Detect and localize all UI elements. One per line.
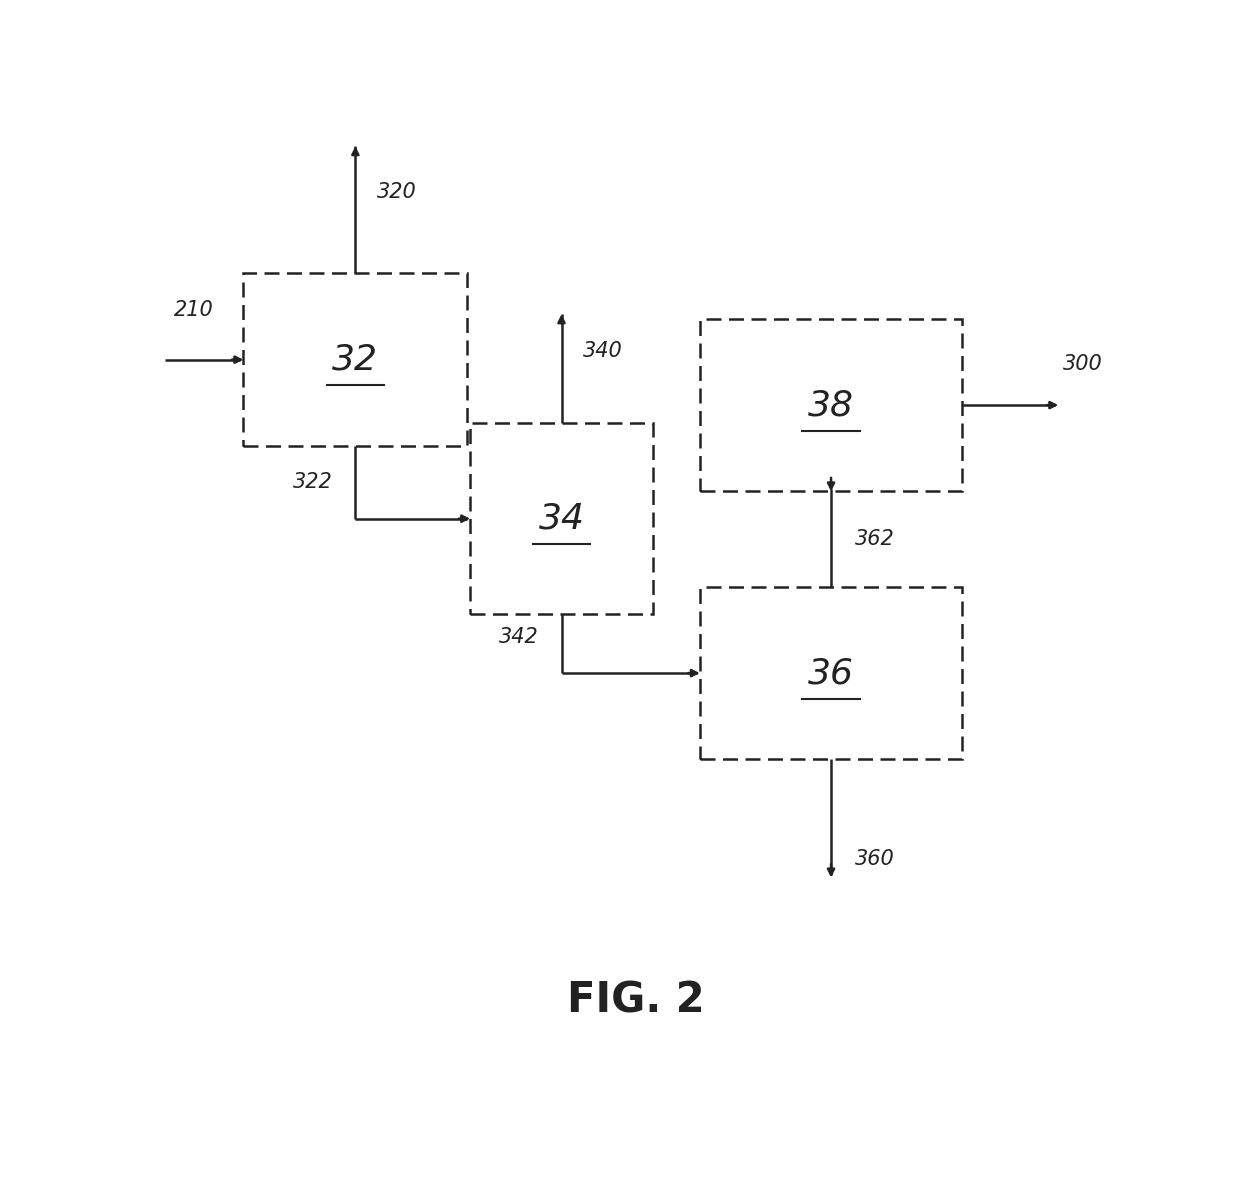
Text: 38: 38 — [808, 388, 854, 422]
Text: 320: 320 — [377, 182, 417, 202]
Text: 340: 340 — [583, 341, 622, 361]
Text: 300: 300 — [1063, 354, 1102, 374]
Text: 210: 210 — [174, 300, 215, 320]
Text: 32: 32 — [332, 342, 378, 376]
Bar — [699, 319, 962, 491]
Text: 322: 322 — [293, 472, 332, 492]
Bar — [243, 274, 467, 446]
Bar — [470, 424, 652, 614]
Text: FIG. 2: FIG. 2 — [567, 979, 704, 1021]
Text: 34: 34 — [538, 502, 584, 536]
Text: 342: 342 — [498, 627, 539, 647]
Text: 362: 362 — [856, 529, 895, 549]
Bar — [699, 586, 962, 760]
Text: 360: 360 — [856, 850, 895, 870]
Text: 36: 36 — [808, 656, 854, 690]
